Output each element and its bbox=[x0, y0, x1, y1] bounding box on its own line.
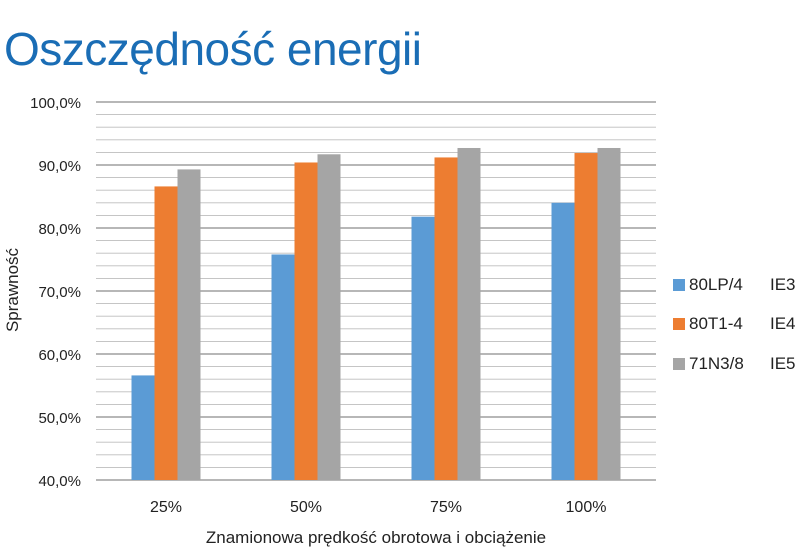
bar bbox=[457, 147, 481, 481]
y-tick-label: 80,0% bbox=[38, 221, 81, 238]
legend-swatch bbox=[673, 318, 685, 330]
legend-swatch bbox=[673, 279, 685, 291]
legend-series-class: IE3 bbox=[770, 275, 796, 294]
bar bbox=[271, 254, 295, 480]
y-tick-labels: 40,0% 50,0% 60,0% 70,0% 80,0% 90,0% 100,0% bbox=[30, 95, 81, 490]
legend: 80LP/4 IE3 80T1-4 IE4 71N3/8 IE5 bbox=[673, 275, 796, 373]
legend-swatch bbox=[673, 358, 685, 370]
bar bbox=[597, 147, 621, 481]
bar bbox=[131, 375, 155, 480]
y-tick-label: 40,0% bbox=[38, 473, 81, 490]
bar bbox=[294, 162, 318, 481]
bar bbox=[177, 169, 201, 480]
bar bbox=[411, 216, 435, 480]
legend-series-class: IE5 bbox=[770, 354, 796, 373]
x-axis-label: Znamionowa prędkość obrotowa i obciążeni… bbox=[206, 528, 546, 547]
bar bbox=[154, 186, 178, 481]
y-tick-label: 60,0% bbox=[38, 347, 81, 364]
legend-series-name: 71N3/8 bbox=[689, 354, 744, 373]
legend-series-class: IE4 bbox=[770, 314, 796, 333]
legend-series-name: 80LP/4 bbox=[689, 275, 743, 294]
legend-series-name: 80T1-4 bbox=[689, 314, 743, 333]
x-tick-labels: 25% 50% 75% 100% bbox=[150, 499, 606, 516]
bar bbox=[434, 157, 458, 480]
x-tick-label: 75% bbox=[430, 499, 462, 516]
chart-title: Oszczędność energii bbox=[4, 23, 422, 75]
y-tick-label: 70,0% bbox=[38, 284, 81, 301]
y-tick-label: 50,0% bbox=[38, 410, 81, 427]
y-tick-label: 100,0% bbox=[30, 95, 81, 112]
bar bbox=[574, 153, 598, 480]
bar bbox=[317, 154, 341, 481]
y-axis-label: Sprawność bbox=[3, 247, 22, 332]
bars bbox=[131, 147, 621, 481]
bar bbox=[551, 202, 575, 481]
y-tick-label: 90,0% bbox=[38, 158, 81, 175]
x-tick-label: 50% bbox=[290, 499, 322, 516]
x-tick-label: 100% bbox=[566, 499, 607, 516]
x-tick-label: 25% bbox=[150, 499, 182, 516]
